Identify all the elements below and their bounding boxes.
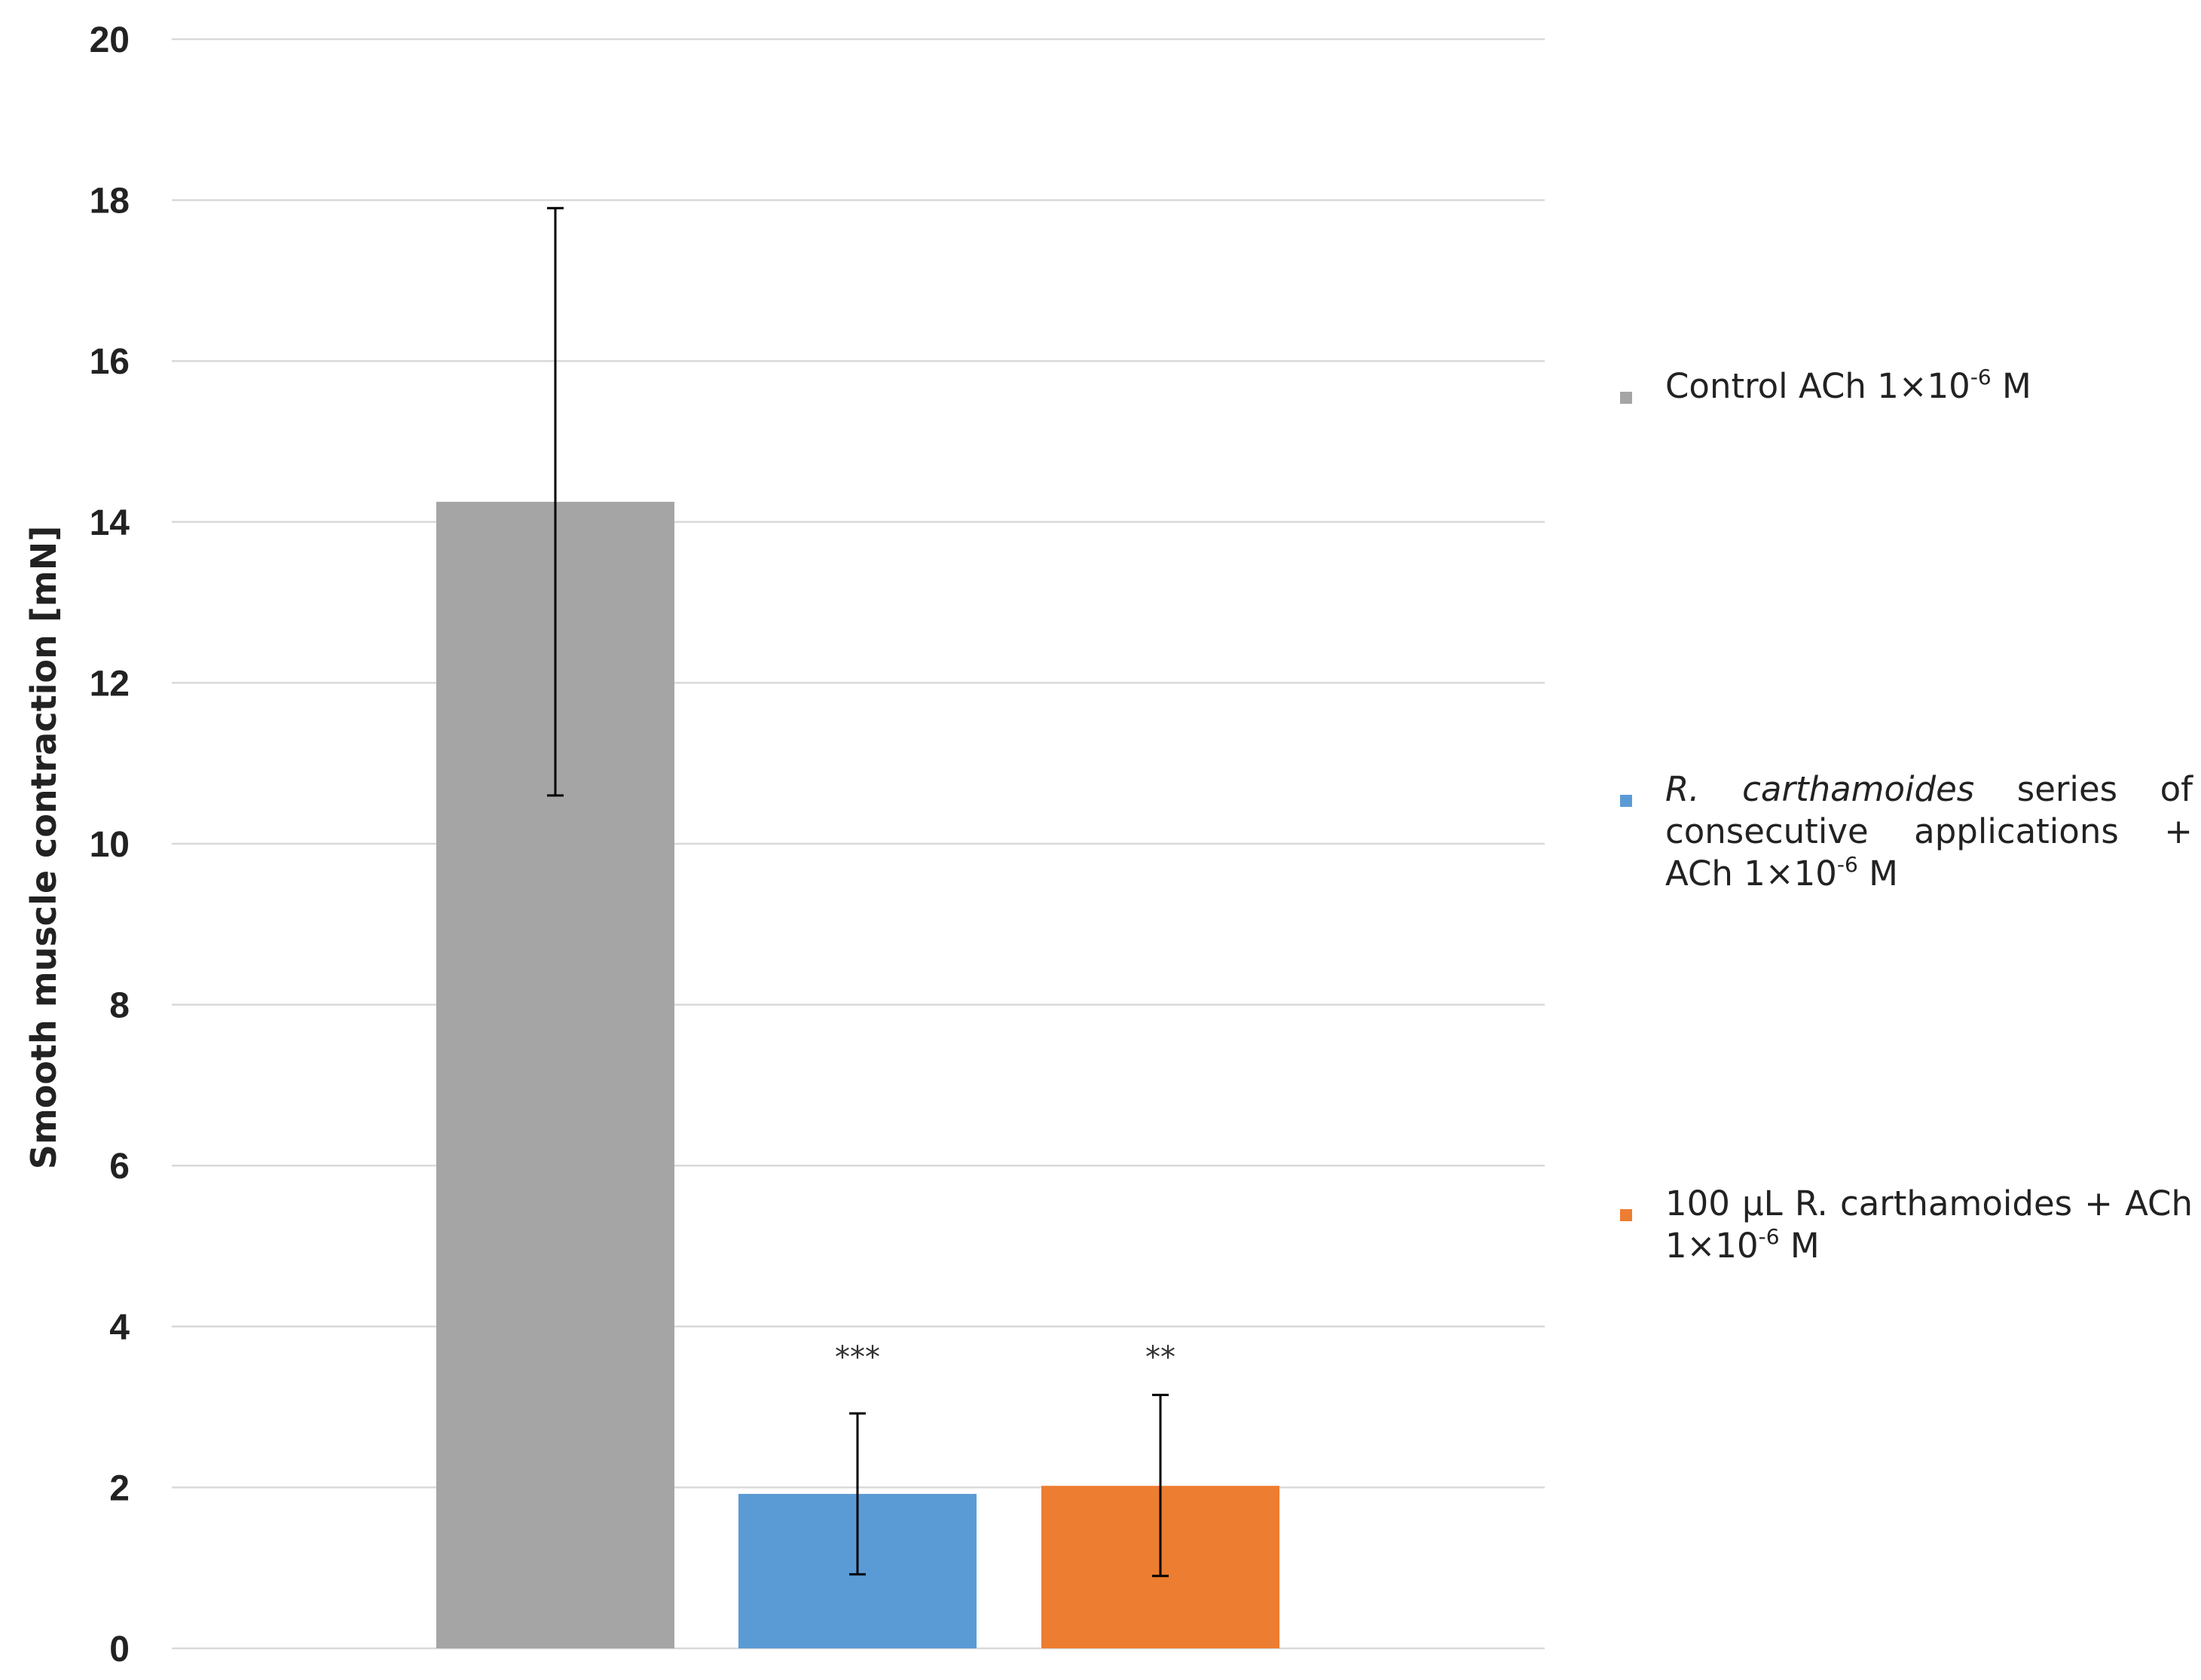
legend-swatch-series <box>1620 795 1632 807</box>
y-tick-label: 4 <box>109 1308 130 1348</box>
significance-labels: *** ** <box>835 1340 1175 1375</box>
y-axis-label: Smooth muscle contraction [mN] <box>23 526 64 1170</box>
significance-label: *** <box>835 1340 880 1375</box>
y-tick-label: 18 <box>90 182 130 221</box>
legend-label-100ul: 100 µL R. carthamoides + ACh 1×10-6 M <box>1665 1184 2193 1266</box>
y-tick-label: 6 <box>109 1147 130 1187</box>
legend-label-series: R. carthamoides series of consecutive ap… <box>1665 769 2193 893</box>
y-tick-label: 20 <box>90 20 130 60</box>
y-axis-ticks: 0 2 4 6 8 10 12 14 16 18 20 <box>90 20 130 1669</box>
y-tick-label: 8 <box>109 986 130 1026</box>
legend-swatch-control <box>1620 392 1632 404</box>
legend-label-control: Control ACh 1×10-6 M <box>1665 365 2031 406</box>
legend-swatch-100ul <box>1620 1209 1632 1221</box>
y-tick-label: 16 <box>90 342 130 382</box>
gridlines <box>172 38 1545 1650</box>
y-tick-label: 0 <box>109 1630 130 1669</box>
y-tick-label: 14 <box>90 503 130 543</box>
y-tick-label: 12 <box>90 664 130 704</box>
y-tick-label: 2 <box>109 1468 130 1508</box>
legend: Control ACh 1×10-6 M R. carthamoides ser… <box>1620 0 2193 1680</box>
significance-label: ** <box>1145 1340 1175 1375</box>
y-tick-label: 10 <box>90 825 130 865</box>
error-bars <box>547 206 1169 1578</box>
